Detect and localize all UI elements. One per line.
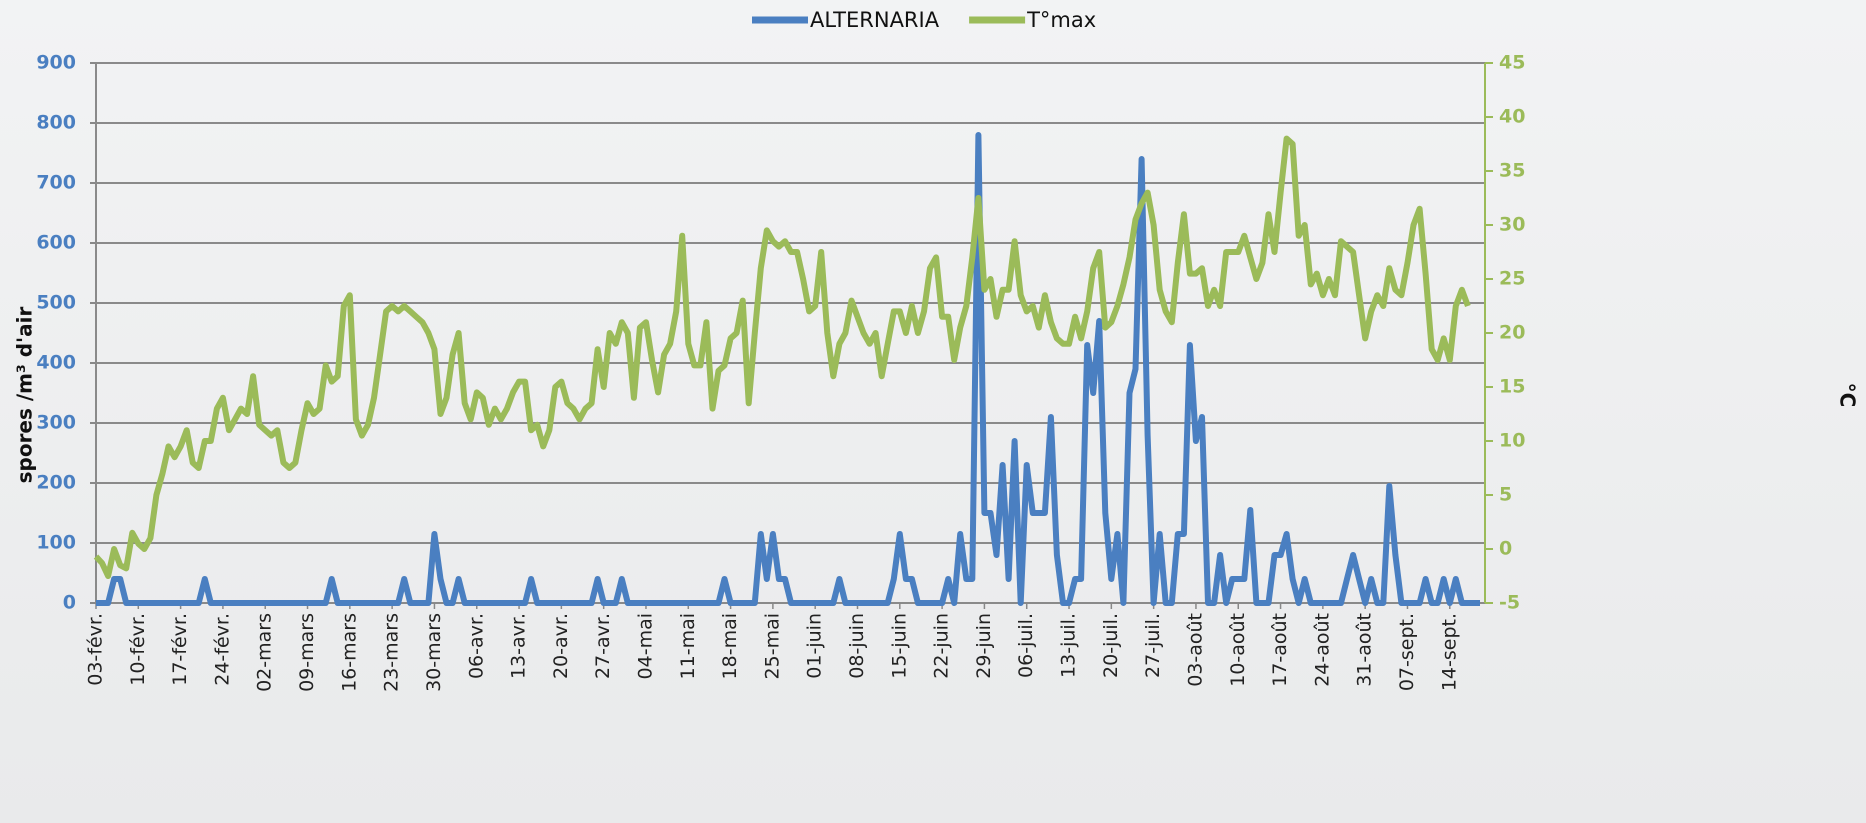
x-tick-label: 01-juin [804, 613, 826, 679]
x-tick-label: 23-mars [381, 613, 403, 692]
x-tick-label: 07-sept. [1396, 613, 1418, 691]
x-tick-label: 17-août [1269, 613, 1291, 687]
x-tick-label: 27-juil. [1142, 613, 1164, 678]
x-tick-label: 09-mars [296, 613, 318, 692]
x-tick-label: 27-avr. [592, 613, 614, 679]
y2-tick-label: 25 [1499, 268, 1525, 290]
x-tick-label: 04-mai [634, 613, 656, 679]
y2-tick-label: 35 [1499, 160, 1525, 182]
y2-tick-label: 5 [1499, 484, 1512, 506]
y-tick-label: 400 [36, 352, 76, 374]
y2-tick-label: 40 [1499, 106, 1525, 128]
x-tick-label: 03-août [1184, 613, 1206, 687]
y-tick-label: 600 [36, 232, 76, 254]
y-tick-label: 500 [36, 292, 76, 314]
y-tick-label: 100 [36, 532, 76, 554]
y2-tick-label: 20 [1499, 322, 1525, 344]
y-tick-label: 200 [36, 472, 76, 494]
y2-tick-label: 10 [1499, 430, 1525, 452]
x-tick-label: 06-avr. [465, 613, 487, 679]
x-tick-label: 10-févr. [127, 613, 149, 686]
x-tick-label: 13-avr. [508, 613, 530, 679]
x-tick-label: 24-févr. [211, 613, 233, 686]
y2-tick-label: 45 [1499, 52, 1525, 74]
y2-tick-label: 0 [1499, 538, 1512, 560]
y-tick-label: 900 [36, 52, 76, 74]
y-tick-label: 800 [36, 112, 76, 134]
x-tick-label: 10-août [1227, 613, 1249, 687]
x-tick-label: 29-juin [973, 613, 995, 679]
x-tick-label: 18-mai [719, 613, 741, 679]
legend-label: ALTERNARIA [810, 8, 940, 32]
x-tick-label: 20-juil. [1100, 613, 1122, 678]
x-tick-label: 11-mai [677, 613, 699, 679]
y2-tick-label: -5 [1499, 592, 1520, 614]
x-tick-label: 08-juin [846, 613, 868, 679]
x-tick-label: 25-mai [761, 613, 783, 679]
y2-axis-label: °C [1836, 383, 1860, 408]
legend-label: T°max [1026, 8, 1096, 32]
data-line [93, 135, 1471, 579]
data-line [96, 132, 1480, 606]
x-tick-label: 03-févr. [85, 613, 107, 686]
y2-tick-label: 15 [1499, 376, 1525, 398]
x-tick-label: 16-mars [338, 613, 360, 692]
x-tick-label: 22-juin [931, 613, 953, 679]
x-tick-label: 14-sept. [1438, 613, 1460, 691]
y-tick-label: 300 [36, 412, 76, 434]
x-tick-label: 15-juin [888, 613, 910, 679]
y-tick-label: 0 [63, 592, 76, 614]
x-tick-label: 20-avr. [550, 613, 572, 679]
x-tick-label: 06-juil. [1015, 613, 1037, 678]
x-tick-label: 13-juil. [1058, 613, 1080, 678]
y2-tick-label: 30 [1499, 214, 1525, 236]
x-tick-label: 24-août [1311, 613, 1333, 687]
y-axis-label: spores /m³ d'air [13, 306, 37, 483]
x-tick-label: 17-févr. [169, 613, 191, 686]
y-tick-label: 700 [36, 172, 76, 194]
x-tick-label: 30-mars [423, 613, 445, 692]
x-tick-label: 02-mars [254, 613, 276, 692]
x-tick-label: 31-août [1354, 613, 1376, 687]
